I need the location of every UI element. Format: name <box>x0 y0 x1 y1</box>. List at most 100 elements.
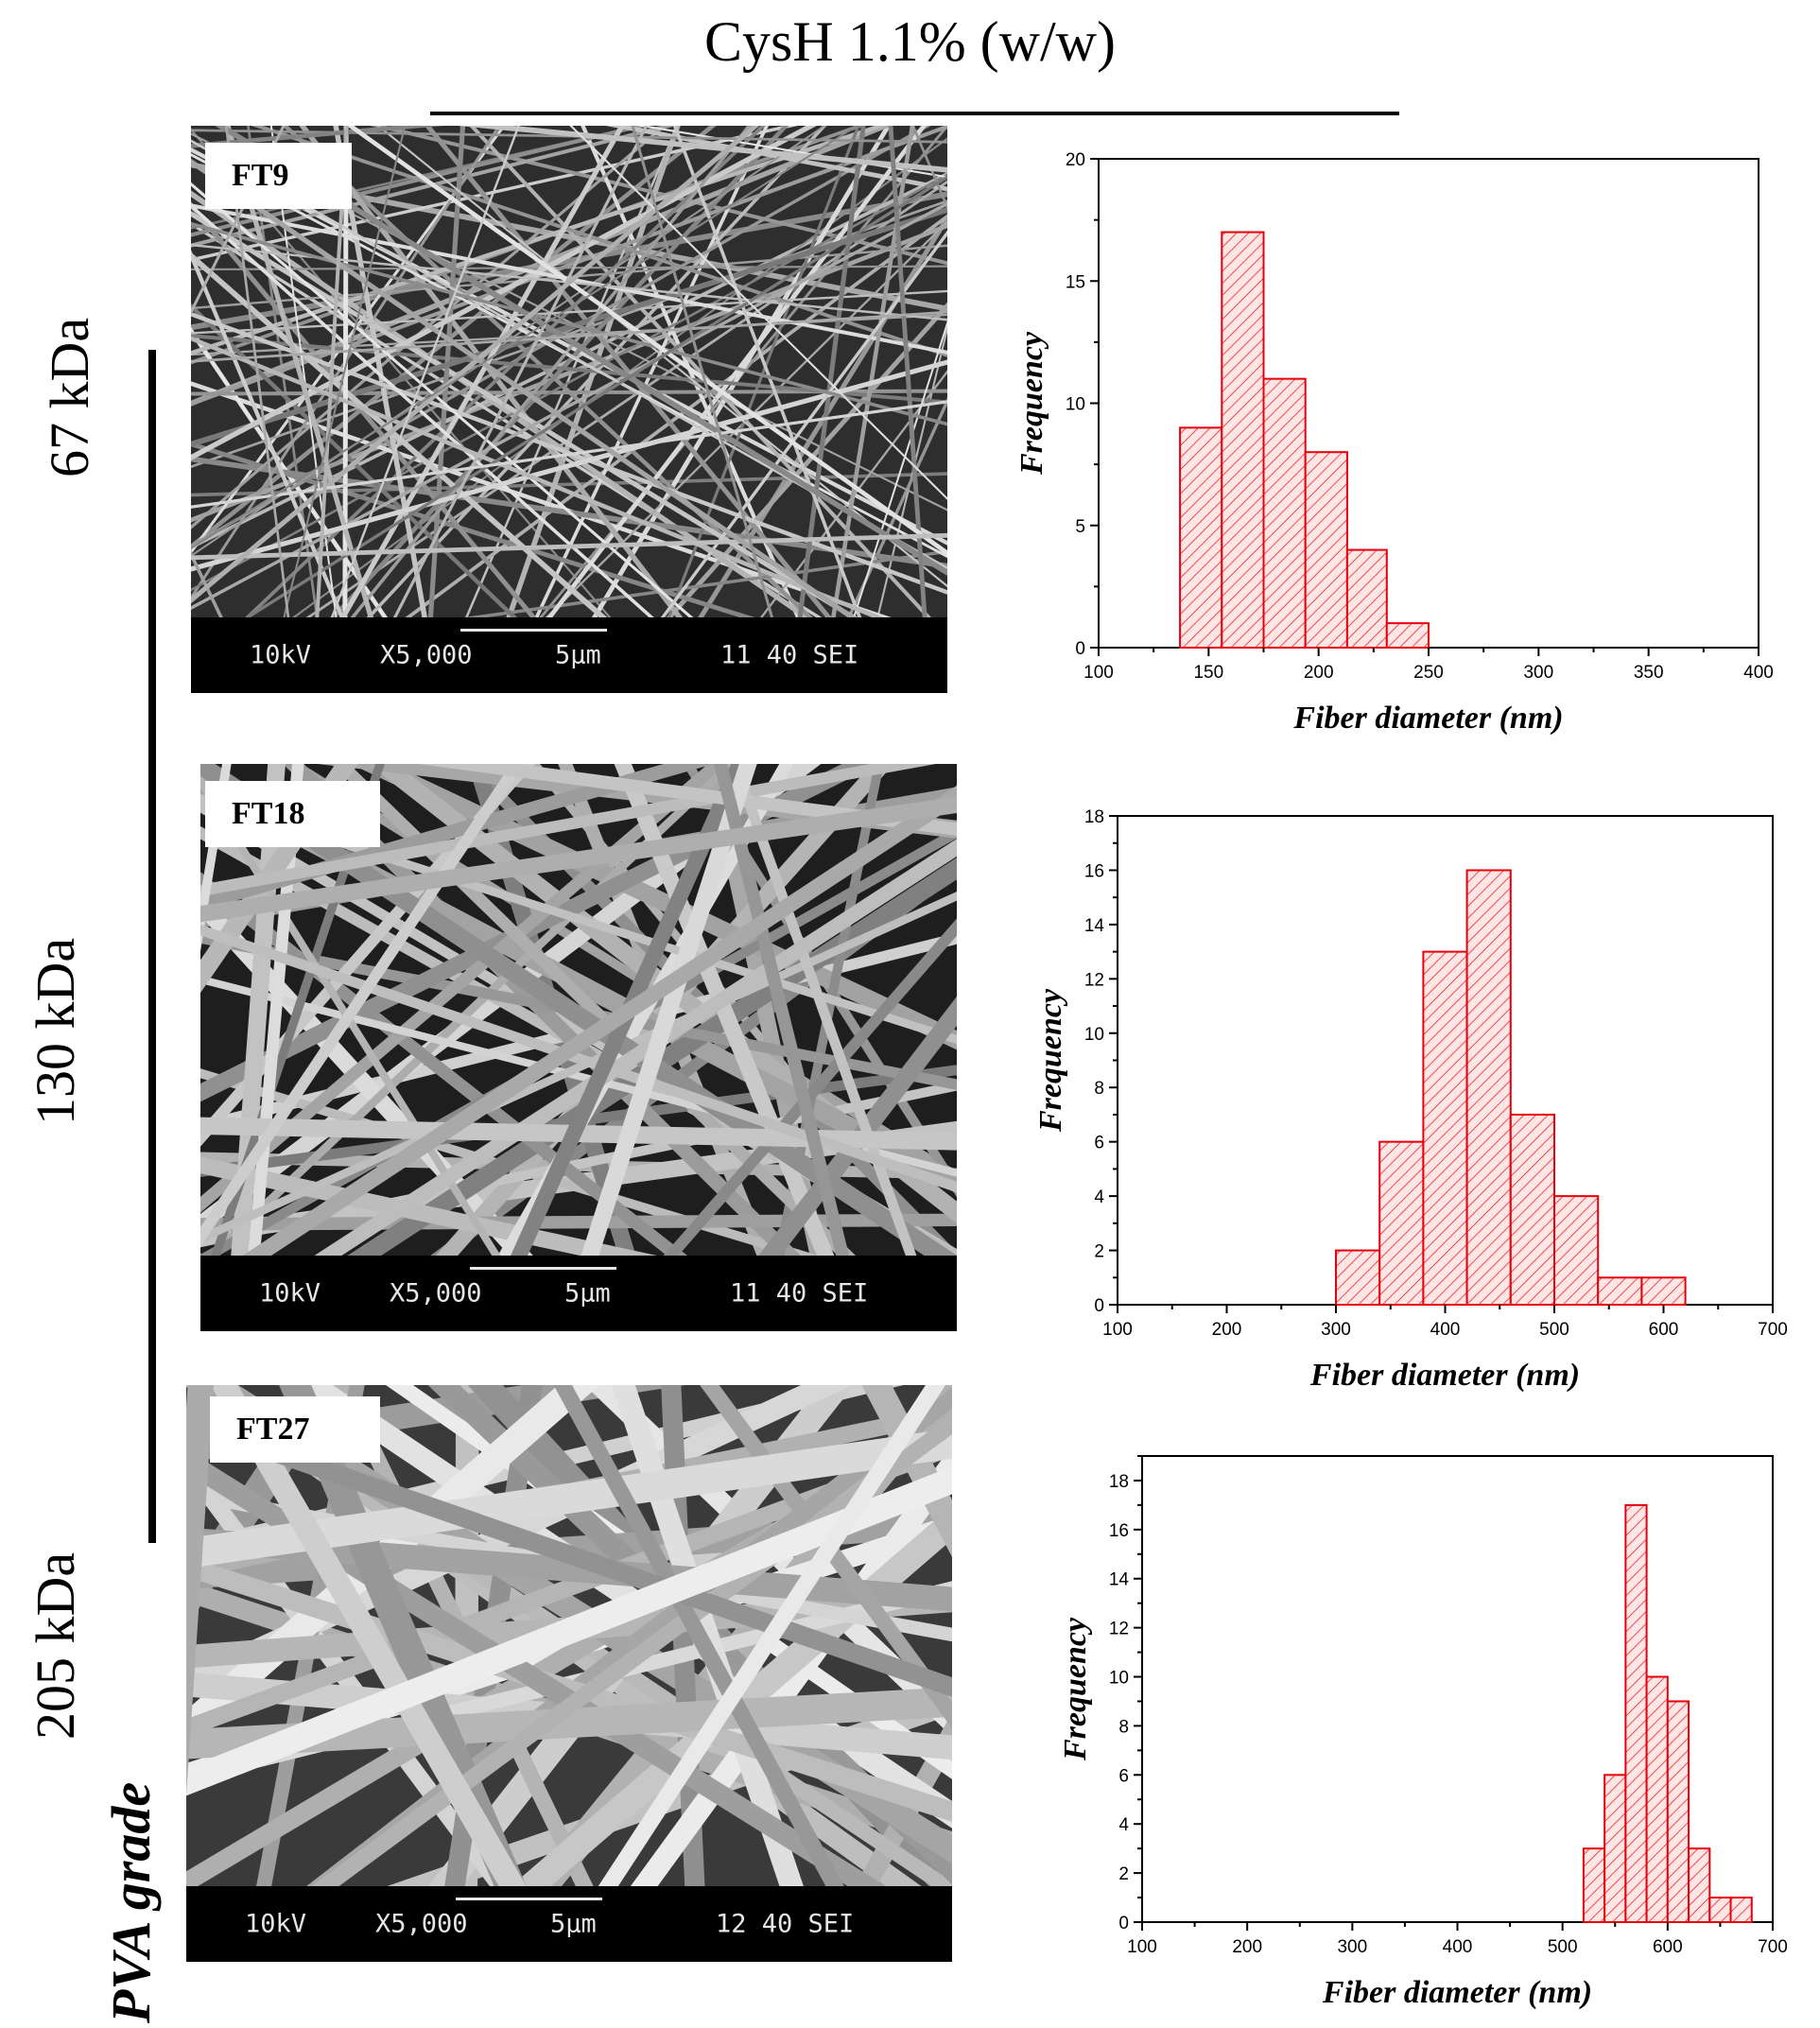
fiber <box>339 126 626 617</box>
y-tick-label: 12 <box>1084 970 1104 990</box>
fiber <box>191 359 947 572</box>
x-tick-label: 300 <box>1523 663 1553 683</box>
fiber <box>186 1385 600 1747</box>
y-tick-label: 10 <box>1084 1025 1104 1045</box>
sem-info-bar: 10kV X5,000 5µm 11 40 SEI <box>200 1256 957 1331</box>
sem-code: 11 40 SEI <box>730 1278 869 1309</box>
y-tick-label: 6 <box>1118 1766 1129 1786</box>
fiber <box>667 126 860 617</box>
fiber <box>191 126 947 407</box>
x-tick-label: 100 <box>1102 1320 1133 1340</box>
histogram-bar <box>1729 1897 1753 1924</box>
fiber <box>191 126 799 262</box>
histogram-bar <box>1624 1503 1648 1923</box>
fiber <box>631 126 774 617</box>
y-tick-label: 14 <box>1109 1570 1130 1590</box>
sem-scale: 5µm <box>550 1909 597 1939</box>
fiber <box>546 126 927 617</box>
fiber <box>191 303 518 617</box>
histogram-svg: 100 200 300 400 500 600 700 0 2 4 6 8 10 12 14 16 18 Fibe… <box>1033 807 1788 1393</box>
histogram-bar <box>1582 1847 1606 1923</box>
x-axis-label: Fiber diameter (nm) <box>1322 1975 1592 2010</box>
histogram-bar <box>1597 1276 1643 1306</box>
figure-title: CysH 1.1% (w/w) <box>704 10 1116 73</box>
y-tick-label: 6 <box>1094 1134 1104 1153</box>
fiber <box>191 126 859 550</box>
y-tick-label: 14 <box>1084 916 1105 936</box>
fiber <box>191 532 947 561</box>
x-tick-label: 500 <box>1539 1320 1569 1340</box>
fiber <box>759 370 947 617</box>
y-tick-label: 18 <box>1109 1472 1129 1492</box>
y-tick-label: 0 <box>1094 1296 1104 1316</box>
fiber <box>191 289 947 335</box>
y-tick-label: 0 <box>1075 639 1085 659</box>
fiber <box>191 200 537 617</box>
fiber <box>191 126 677 248</box>
fiber <box>729 764 917 1256</box>
fiber <box>244 175 947 617</box>
fiber <box>200 891 957 1244</box>
histogram-bar <box>1385 622 1430 649</box>
histogram-bar <box>1553 1195 1600 1306</box>
scale-bar <box>456 1898 602 1900</box>
histogram-ft9: 100 150 200 250 300 350 400 0 5 10 15 20 Fiber diame… <box>1002 142 1815 747</box>
fiber <box>553 1385 844 1886</box>
histogram-bar <box>1345 548 1388 650</box>
fiber <box>191 199 947 469</box>
x-tick-label: 350 <box>1634 663 1664 683</box>
y-axis-label: Frequency <box>1014 331 1049 476</box>
y-tick-label: 16 <box>1084 861 1104 881</box>
y-tick-label: 2 <box>1118 1864 1129 1884</box>
fiber <box>200 1156 657 1256</box>
fiber <box>392 126 649 617</box>
fiber <box>672 126 862 617</box>
histogram-bar <box>1688 1847 1711 1923</box>
fiber <box>330 126 789 617</box>
fiber <box>200 764 525 1248</box>
histogram-bar <box>1221 231 1265 650</box>
x-tick-label: 300 <box>1337 1937 1367 1957</box>
fiber <box>758 996 957 1256</box>
histogram-ft18: 100 200 300 400 500 600 700 0 2 4 6 8 10 12 14 16 18 Fibe… <box>1021 799 1820 1404</box>
sem-micrograph <box>200 764 957 1256</box>
fiber <box>853 320 947 617</box>
x-tick-label: 700 <box>1758 1320 1788 1340</box>
sem-scale: 5µm <box>564 1278 611 1309</box>
y-tick-label: 2 <box>1094 1242 1104 1262</box>
histogram-bar <box>1666 1700 1690 1924</box>
fiber <box>200 1068 819 1256</box>
sem-info-bar: 10kV X5,000 5µm 12 40 SEI <box>186 1886 952 1962</box>
histogram-bar <box>1304 451 1348 650</box>
fiber <box>200 924 957 1193</box>
fiber <box>186 1428 952 1569</box>
fiber <box>376 126 947 588</box>
x-tick-label: 200 <box>1232 1937 1262 1957</box>
fiber <box>191 126 650 237</box>
x-tick-label: 300 <box>1321 1320 1351 1340</box>
histogram-bar <box>1422 950 1468 1306</box>
x-tick-label: 200 <box>1304 663 1334 683</box>
scale-bar <box>460 629 607 632</box>
histogram-bar <box>1262 377 1307 649</box>
histogram-bar <box>1335 1249 1381 1306</box>
fiber <box>424 126 832 617</box>
histogram-bar <box>1708 1897 1732 1924</box>
histogram-bar <box>1640 1276 1687 1306</box>
sem-voltage: 10kV <box>245 1909 307 1939</box>
histogram-ft27: 100 200 300 400 500 600 700 0 2 4 6 8 10 12 14 16 18 Fibe… <box>1021 1442 1820 2023</box>
fiber <box>191 251 608 617</box>
fiber <box>663 918 957 1256</box>
fiber <box>200 796 957 923</box>
fiber <box>314 839 957 1256</box>
pva-grade-label: PVA grade <box>100 1781 162 2023</box>
fiber <box>347 857 957 1256</box>
sem-image-ft27: FT27 10kV X5,000 5µm 12 40 SEI <box>186 1385 952 1962</box>
fiber <box>191 182 694 617</box>
fiber <box>191 201 947 611</box>
x-axis-label: Fiber diameter (nm) <box>1309 1358 1580 1393</box>
fiber <box>191 211 858 617</box>
fiber <box>797 126 866 617</box>
fiber <box>200 764 936 897</box>
